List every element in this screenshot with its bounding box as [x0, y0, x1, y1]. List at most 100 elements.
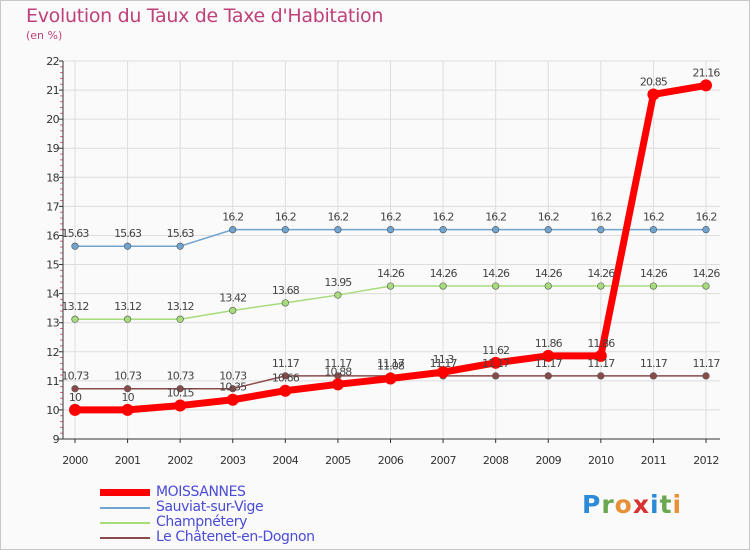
- y-tick-label: 19: [46, 142, 59, 155]
- data-point: [226, 393, 239, 406]
- data-point: [489, 356, 502, 369]
- y-tick-label: 13: [46, 317, 59, 330]
- x-tick-label: 2011: [641, 454, 667, 467]
- data-label: 15.63: [167, 227, 195, 240]
- legend-swatch: [100, 521, 150, 524]
- logo-letter: o: [614, 490, 633, 519]
- data-label: 11.17: [693, 357, 721, 370]
- x-tick-label: 2008: [483, 454, 509, 467]
- data-label: 13.12: [62, 300, 89, 313]
- logo-letter: r: [601, 490, 615, 519]
- data-point: [176, 385, 184, 393]
- data-label: 11.86: [535, 337, 563, 350]
- data-label: 11.08: [377, 360, 405, 373]
- data-label: 11.17: [587, 357, 615, 370]
- x-tick-label: 2007: [430, 454, 456, 467]
- data-label: 10.66: [272, 372, 300, 385]
- data-point: [649, 282, 658, 290]
- chart-subtitle: (en %): [26, 29, 63, 42]
- data-point: [647, 88, 660, 101]
- data-label: 13.95: [324, 276, 352, 289]
- legend-label: Le Châtenet-en-Dognon: [156, 529, 315, 545]
- y-tick-label: 10: [46, 404, 59, 417]
- data-point: [542, 349, 555, 362]
- legend-label: Champnétery: [156, 514, 247, 530]
- data-label: 14.26: [430, 267, 458, 280]
- data-label: 13.42: [219, 291, 246, 304]
- data-label: 10.15: [167, 387, 195, 400]
- data-label: 15.63: [114, 227, 142, 240]
- x-tick-label: 2009: [535, 454, 561, 467]
- x-tick-label: 2004: [273, 454, 299, 467]
- data-label: 21.16: [693, 66, 721, 79]
- x-tick-label: 2010: [588, 454, 614, 467]
- data-label: 14.26: [535, 267, 563, 280]
- x-tick-label: 2002: [167, 454, 193, 467]
- data-label: 11.17: [272, 357, 300, 370]
- y-tick-label: 12: [46, 346, 59, 359]
- data-point: [281, 372, 289, 380]
- y-tick-label: 21: [46, 84, 59, 97]
- data-point: [597, 372, 605, 380]
- data-point: [700, 79, 712, 92]
- logo-letter: i: [650, 490, 660, 519]
- data-point: [123, 242, 132, 250]
- data-point: [384, 372, 397, 385]
- x-tick-label: 2005: [325, 454, 351, 467]
- logo-letter: P: [582, 490, 602, 519]
- y-tick-label: 14: [46, 288, 59, 301]
- data-point: [281, 299, 289, 307]
- legend: MOISSANNES Sauviat-sur-Vige Champnétery Le …: [100, 485, 315, 545]
- data-label: 10.73: [219, 370, 247, 383]
- data-point: [386, 226, 395, 234]
- data-point: [649, 372, 658, 380]
- y-tick-label: 22: [46, 55, 59, 68]
- data-point: [123, 385, 132, 393]
- x-tick-label: 2003: [220, 454, 246, 467]
- data-label: 11.17: [324, 357, 352, 370]
- data-point: [594, 349, 607, 362]
- data-point: [544, 226, 552, 234]
- legend-swatch: [100, 506, 150, 509]
- data-label: 11.17: [430, 357, 458, 370]
- data-label: 13.68: [272, 284, 300, 297]
- data-point: [544, 372, 552, 380]
- data-point: [437, 366, 450, 379]
- x-tick-label: 2012: [693, 454, 719, 467]
- legend-swatch: [100, 536, 150, 539]
- data-label: 14.26: [482, 267, 510, 280]
- data-label: 10: [69, 391, 82, 404]
- data-point: [281, 226, 289, 234]
- y-tick-label: 17: [46, 200, 59, 213]
- data-label: 16.2: [696, 211, 717, 224]
- data-point: [174, 399, 187, 412]
- data-label: 16.2: [222, 211, 243, 224]
- data-label: 11.17: [482, 357, 510, 370]
- data-point: [71, 385, 79, 393]
- data-label: 11.3: [433, 353, 455, 366]
- proxiti-logo: Proxiti: [582, 490, 682, 519]
- data-label: 14.26: [377, 267, 405, 280]
- data-point: [176, 242, 184, 250]
- data-point: [71, 315, 79, 323]
- data-point: [123, 315, 132, 323]
- y-tick-label: 11: [46, 375, 59, 388]
- data-point: [702, 372, 710, 380]
- data-label: 11.62: [482, 344, 509, 357]
- data-label: 20.85: [640, 75, 668, 88]
- data-point: [597, 226, 605, 234]
- data-label: 10.88: [324, 365, 352, 378]
- data-point: [492, 226, 500, 234]
- legend-item: Champnétery: [100, 515, 315, 530]
- data-point: [121, 403, 134, 416]
- data-label: 16.2: [538, 211, 559, 224]
- data-point: [334, 226, 342, 234]
- data-point: [439, 226, 447, 234]
- data-label: 16.2: [643, 211, 664, 224]
- data-label: 16.2: [590, 211, 611, 224]
- series-2: [71, 282, 710, 323]
- y-tick-label: 9: [53, 433, 60, 446]
- legend-label: Sauviat-sur-Vige: [156, 499, 264, 515]
- data-label: 16.2: [327, 211, 348, 224]
